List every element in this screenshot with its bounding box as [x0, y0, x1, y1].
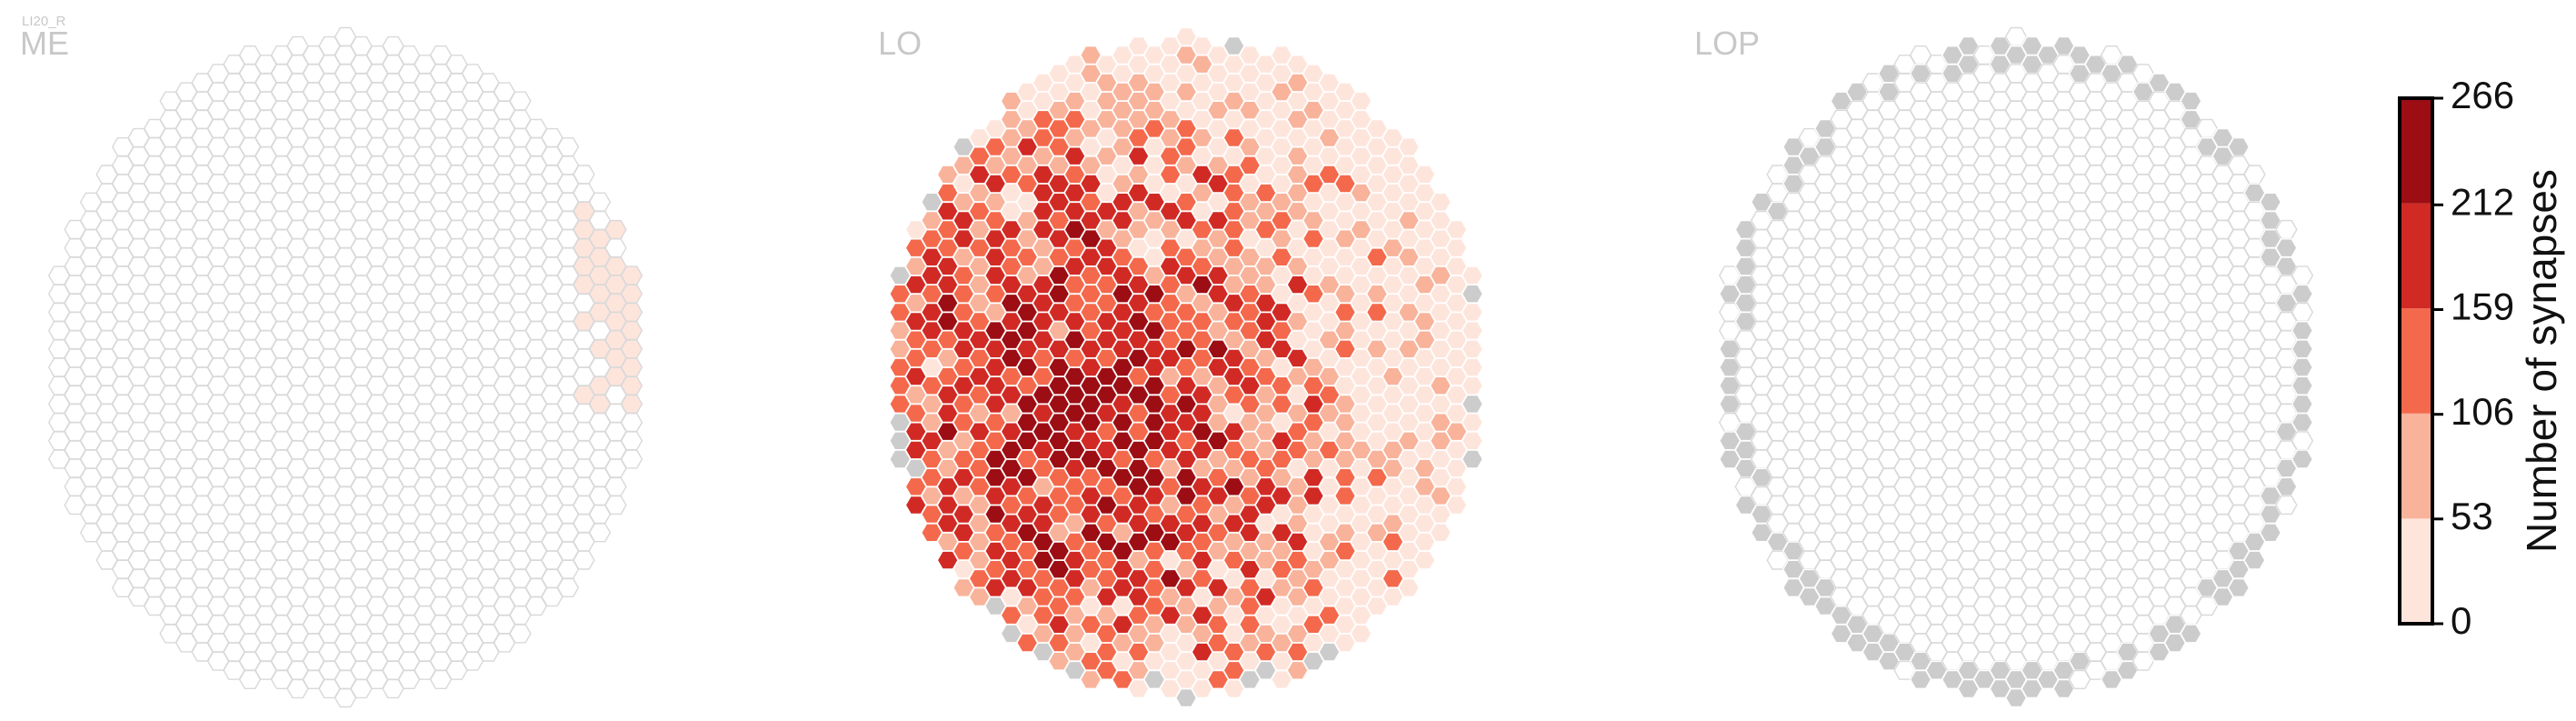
- hex-grid-me: [47, 26, 644, 708]
- colorbar-ticks: 0 53 106 159 212 266: [2432, 74, 2514, 642]
- colorbar-swatch: [2400, 203, 2432, 309]
- panel-title-lo: LO: [878, 25, 922, 62]
- hex-cell: [1350, 91, 1373, 111]
- hex-cell: [2291, 449, 2314, 469]
- hex-cell: [1445, 219, 1468, 240]
- hex-cell: [573, 165, 595, 185]
- hex-cell: [620, 357, 644, 377]
- hex-cell: [588, 523, 612, 543]
- colorbar-tick-label: 53: [2451, 495, 2493, 537]
- colorbar-tick-label: 106: [2451, 390, 2514, 433]
- colorbar-swatch: [2400, 518, 2432, 624]
- colorbar-label: Number of synapses: [2518, 169, 2565, 553]
- panel-title-lop: LOP: [1694, 25, 1760, 62]
- hex-cell: [2291, 431, 2314, 451]
- hex-cell: [2275, 238, 2298, 258]
- hex-cell: [620, 394, 644, 414]
- hex-cell: [2291, 265, 2314, 285]
- hex-cell: [2243, 550, 2266, 570]
- hex-cell: [604, 219, 627, 240]
- hex-cell: [1445, 476, 1468, 496]
- hex-cell: [2291, 321, 2314, 341]
- hex-cell: [1397, 137, 1421, 157]
- hex-cell: [573, 550, 595, 570]
- hex-cell: [604, 238, 627, 258]
- hex-cell: [1461, 302, 1484, 322]
- hex-cell: [1445, 238, 1468, 258]
- colorbar-swatch: [2400, 308, 2432, 414]
- hex-cell: [1461, 339, 1484, 359]
- hex-cell: [2291, 394, 2314, 414]
- figure-label: LI20_R: [22, 14, 66, 29]
- hex-cell: [1461, 265, 1484, 285]
- hex-cell: [2275, 476, 2298, 496]
- hex-cell: [1461, 431, 1484, 451]
- hex-cell: [1461, 413, 1484, 433]
- hex-cell: [2291, 339, 2314, 359]
- hex-cell: [1413, 165, 1436, 185]
- hex-cell: [2180, 624, 2202, 644]
- colorbar-swatch: [2400, 98, 2432, 204]
- hex-cell: [620, 284, 644, 304]
- hex-cell: [1461, 284, 1484, 304]
- panel-title-me: ME: [20, 25, 69, 62]
- hex-cell: [1429, 523, 1453, 543]
- hex-grid-lop: [1718, 26, 2314, 708]
- hex-cell: [588, 192, 612, 212]
- colorbar-tick-label: 0: [2451, 599, 2471, 642]
- colorbar-swatches: [2400, 98, 2432, 624]
- hex-cell: [2291, 284, 2314, 304]
- hex-cell: [2291, 413, 2314, 433]
- hex-cell: [1350, 624, 1373, 644]
- hex-cell: [556, 577, 580, 597]
- panel-me: ME: [20, 25, 644, 708]
- hex-cell: [2259, 192, 2282, 212]
- hex-cell: [1429, 192, 1453, 212]
- hex-cell: [1461, 321, 1484, 341]
- hex-cell: [1461, 357, 1484, 377]
- colorbar: 0 53 106 159 212 266 Number of synapses: [2398, 74, 2565, 642]
- hex-cell: [2291, 302, 2314, 322]
- hex-cell: [620, 449, 644, 469]
- hex-grid-lo: [888, 26, 1484, 708]
- hex-cell: [1445, 495, 1468, 516]
- hex-cell: [2259, 523, 2282, 543]
- hex-cell: [2291, 357, 2314, 377]
- hex-cell: [509, 91, 532, 111]
- hex-cell: [509, 624, 532, 644]
- hex-cell: [556, 137, 580, 157]
- hex-cell: [2275, 219, 2298, 240]
- hex-cell: [620, 265, 644, 285]
- hex-cell: [620, 302, 644, 322]
- colorbar-tick-label: 212: [2451, 180, 2514, 223]
- hex-cell: [2275, 495, 2298, 516]
- hex-cell: [2180, 91, 2202, 111]
- hex-cell: [2291, 376, 2314, 396]
- hex-cell: [620, 413, 644, 433]
- hex-cell: [1397, 577, 1421, 597]
- hex-cell: [2227, 137, 2251, 157]
- panel-lop: LOP: [1694, 25, 2314, 708]
- colorbar-swatch: [2400, 413, 2432, 519]
- hex-cell: [604, 476, 627, 496]
- hex-cell: [2227, 577, 2251, 597]
- colorbar-tick-label: 266: [2451, 74, 2514, 116]
- hex-cell: [604, 495, 627, 516]
- panel-lo: LO: [878, 25, 1484, 708]
- hex-cell: [620, 376, 644, 396]
- hex-cell: [1461, 376, 1484, 396]
- hex-cell: [1461, 394, 1484, 414]
- hex-cell: [2243, 165, 2266, 185]
- hex-cell: [620, 431, 644, 451]
- hex-cell: [1461, 449, 1484, 469]
- hex-cell: [620, 321, 644, 341]
- hex-cell: [1413, 550, 1436, 570]
- colorbar-tick-label: 159: [2451, 285, 2514, 328]
- hex-cell: [620, 339, 644, 359]
